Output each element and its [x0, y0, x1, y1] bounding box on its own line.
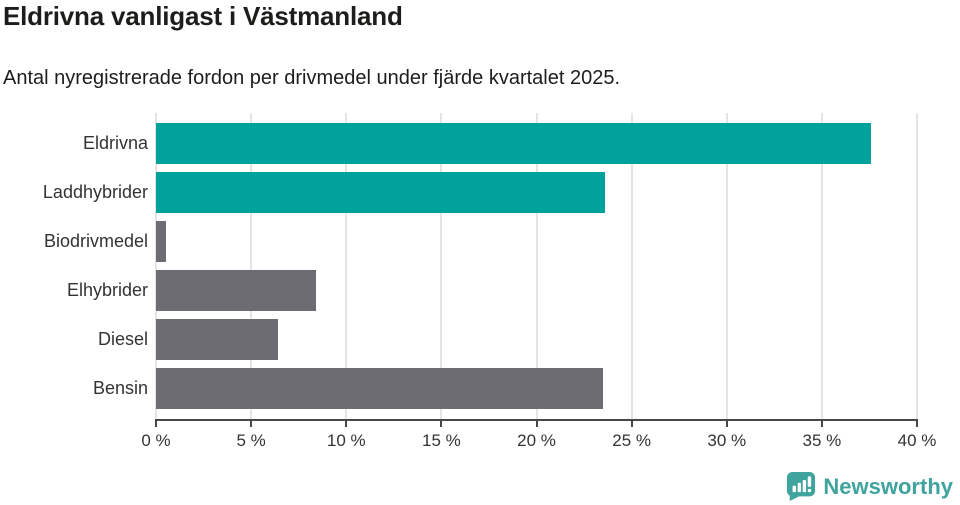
axis-tick-label: 35 %: [802, 431, 842, 450]
category-label: Laddhybrider: [42, 182, 148, 202]
bar-diesel: [156, 319, 278, 360]
gridline: [440, 113, 443, 420]
newsworthy-logo-text: Newsworthy: [823, 473, 953, 499]
axis-tick-label: 10 %: [326, 431, 366, 450]
axis-tick: [820, 421, 823, 427]
plot-area: 0 % 5 % 10 % 15 % 20 % 25 % 30 % 35 % 40 %: [141, 113, 936, 450]
chart-title: Eldrivna vanligast i Västmanland: [3, 1, 403, 31]
axis-tick-label: 15 %: [422, 431, 461, 450]
category-labels: Eldrivna Laddhybrider Biodrivmedel Elhybrid…: [0, 113, 148, 420]
category-label: Diesel: [97, 329, 148, 349]
axis-tick: [250, 421, 253, 427]
gridline: [250, 113, 253, 420]
axis-tick-label: 40 %: [897, 431, 937, 450]
newsworthy-logo: Newsworthy: [786, 471, 953, 502]
category-label: Biodrivmedel: [43, 231, 148, 251]
bar-eldrivna: [156, 123, 872, 164]
axis-tick: [440, 421, 443, 427]
axis-tick: [725, 421, 728, 427]
axis-tick: [916, 421, 918, 427]
axis-tick-label: 25 %: [612, 431, 651, 450]
bar-elhybrider: [156, 270, 316, 311]
gridline: [535, 113, 538, 420]
category-label: Bensin: [92, 378, 148, 398]
axis-tick: [630, 421, 633, 427]
chart-subtitle: Antal nyregistrerade fordon per drivmede…: [3, 67, 621, 89]
gridline: [820, 113, 823, 420]
bar-chart: Eldrivna Laddhybrider Biodrivmedel Elhybrid…: [0, 113, 960, 473]
category-label: Elhybrider: [66, 280, 148, 300]
gridline: [916, 113, 918, 420]
axis-tick: [345, 421, 348, 427]
x-axis-line: [155, 419, 918, 421]
axis-tick-label: 0 %: [141, 431, 171, 450]
newsworthy-logo-icon: [787, 471, 816, 502]
axis-tick-label: 20 %: [517, 431, 556, 450]
bar-bensin: [156, 368, 604, 409]
axis-tick: [535, 421, 538, 427]
axis-tick-label: 5 %: [236, 431, 266, 450]
gridline: [155, 113, 157, 420]
gridline: [345, 113, 348, 420]
axis-tick-label: 30 %: [707, 431, 747, 450]
axis-tick: [155, 421, 157, 427]
gridline: [725, 113, 728, 420]
category-label: Eldrivna: [82, 133, 148, 153]
gridline: [630, 113, 633, 420]
bar-laddhybrider: [156, 172, 605, 213]
bar-biodrivmedel: [156, 221, 166, 262]
